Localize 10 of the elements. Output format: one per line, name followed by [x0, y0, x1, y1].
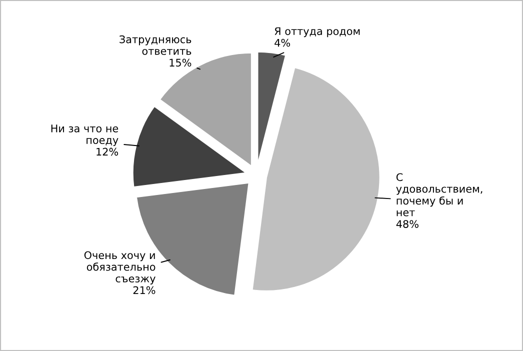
data-label: 4% [274, 38, 290, 47]
data-label: 48% [396, 220, 418, 228]
slice-label: С удовольствием, почему бы и нет [396, 173, 482, 216]
data-label: 12% [96, 148, 118, 156]
slice-label: Затрудняюсь ответить [120, 35, 192, 55]
slice-label: Ни за что не поеду [51, 124, 118, 146]
slice-label: Я оттуда родом [274, 27, 360, 38]
slice-label: Очень хочу и обязательно съезжу [84, 251, 156, 284]
data-label: 15% [170, 58, 192, 67]
data-label: 21% [133, 286, 156, 294]
